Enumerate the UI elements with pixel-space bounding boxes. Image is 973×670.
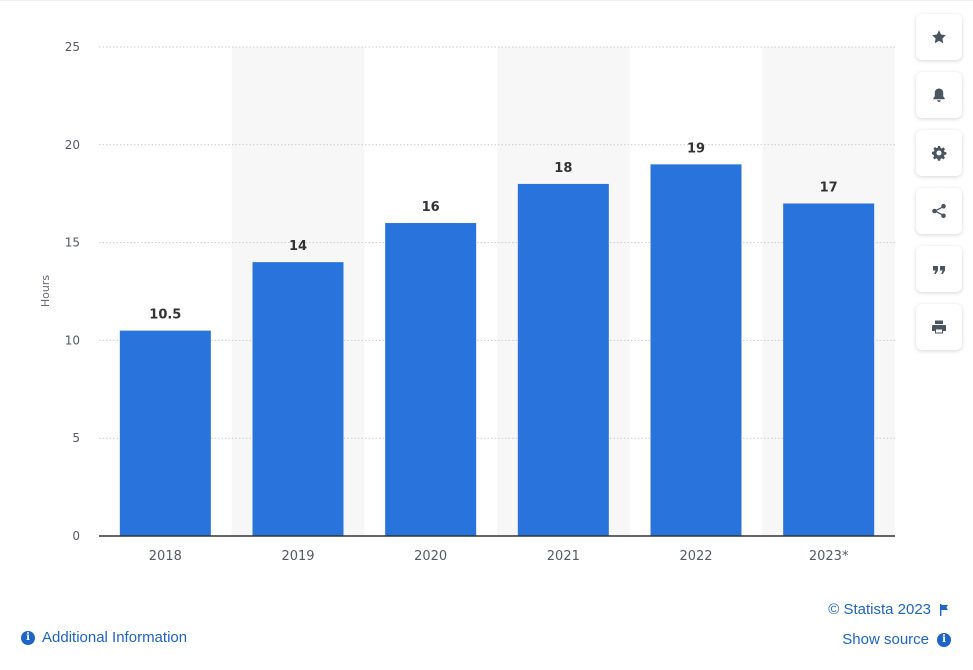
flag-icon [940, 603, 948, 616]
favorite-button[interactable] [916, 14, 962, 60]
bar-chart: 0 5 10 15 20 25 Hours 10.5 2018 14 2019 16 2020 18 202… [39, 40, 895, 564]
cite-button[interactable] [916, 246, 962, 292]
share-icon [932, 203, 946, 219]
data-label: 17 [820, 180, 838, 195]
print-button[interactable] [916, 304, 962, 350]
copyright-label: © Statista 2023 [828, 601, 931, 618]
show-source-link[interactable]: Show source i [842, 631, 951, 648]
data-label: 14 [289, 239, 307, 254]
data-label: 10.5 [149, 308, 181, 323]
bar-2018[interactable] [119, 330, 211, 536]
bar-2020[interactable] [385, 223, 477, 537]
settings-button[interactable] [916, 130, 962, 176]
bar-2021[interactable] [517, 183, 609, 537]
y-axis-title: Hours [39, 275, 52, 307]
x-tick-label: 2022 [679, 549, 712, 564]
y-tick-label: 25 [65, 40, 80, 54]
info-icon: i [21, 630, 35, 645]
quote-icon [933, 266, 945, 274]
x-tick-label: 2018 [149, 549, 182, 564]
statista-copyright-link[interactable]: © Statista 2023 [828, 601, 949, 618]
y-tick-label: 15 [65, 236, 80, 250]
y-tick-label: 20 [65, 138, 80, 152]
additional-information-link[interactable]: i Additional Information [21, 629, 187, 646]
chart-toolbar [916, 14, 962, 362]
bar-2022[interactable] [650, 164, 742, 537]
x-tick-label: 2023* [809, 549, 849, 564]
y-tick-label: 5 [72, 431, 80, 445]
y-tick-label: 0 [72, 529, 80, 543]
share-button[interactable] [916, 188, 962, 234]
star-icon [932, 30, 946, 44]
data-label: 16 [422, 200, 440, 215]
x-tick-label: 2019 [281, 549, 314, 564]
gear-icon [932, 146, 947, 161]
data-label: 18 [554, 161, 572, 176]
notification-button[interactable] [916, 72, 962, 118]
top-divider [0, 0, 973, 1]
info-icon: i [937, 632, 951, 647]
x-tick-label: 2020 [414, 549, 447, 564]
data-label: 19 [687, 141, 705, 156]
print-icon [932, 320, 946, 334]
x-tick-label: 2021 [547, 549, 580, 564]
y-tick-label: 10 [65, 333, 80, 347]
bar-2023[interactable] [783, 203, 875, 537]
bell-icon [933, 88, 945, 102]
bar-2019[interactable] [252, 262, 344, 536]
show-source-label: Show source [842, 631, 929, 648]
additional-information-label: Additional Information [42, 629, 188, 646]
